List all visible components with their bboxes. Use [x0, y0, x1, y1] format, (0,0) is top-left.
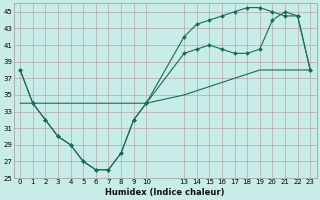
X-axis label: Humidex (Indice chaleur): Humidex (Indice chaleur): [106, 188, 225, 197]
